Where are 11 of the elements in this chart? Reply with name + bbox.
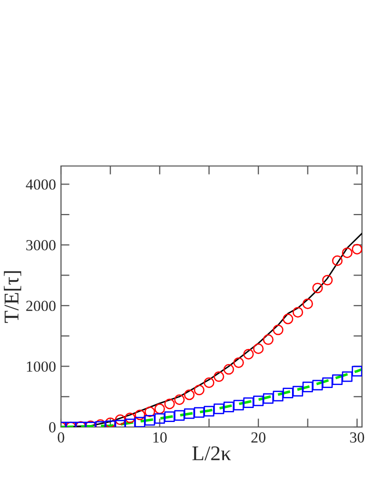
y-tick-label: 4000 bbox=[26, 179, 56, 190]
x-tick-label: 20 bbox=[251, 432, 266, 443]
y-tick-label: 1000 bbox=[26, 361, 56, 372]
y-axis-title: T/E[τ] bbox=[4, 271, 22, 323]
x-tick-label: 0 bbox=[58, 432, 64, 443]
y-tick-label: 2000 bbox=[26, 300, 56, 312]
x-tick-label: 10 bbox=[153, 432, 167, 443]
y-tick-label: 0 bbox=[49, 422, 56, 432]
y-tick-label: 3000 bbox=[26, 240, 56, 250]
x-axis-title: L/2κ bbox=[192, 446, 231, 460]
x-tick-label: 30 bbox=[350, 432, 364, 443]
